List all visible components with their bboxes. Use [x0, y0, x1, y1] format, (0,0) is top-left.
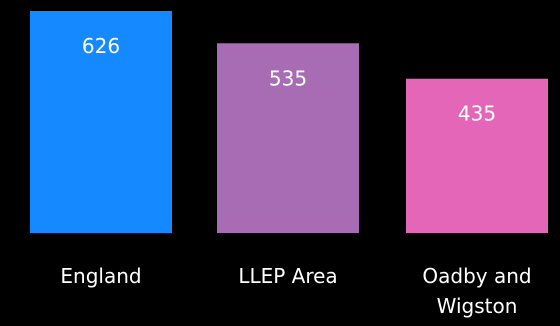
bar-1 [30, 11, 172, 233]
category-label-1: England [60, 264, 141, 288]
category-label-line: LLEP Area [238, 264, 337, 288]
category-label-line: Oadby and [422, 264, 531, 288]
bars-group [30, 11, 548, 234]
category-label-line: Wigston [437, 294, 518, 318]
bar-value-label-1: 626 [82, 34, 120, 58]
value-labels-group: 626 535 435 [82, 34, 496, 126]
bar-2 [217, 43, 359, 234]
category-label-line: England [60, 264, 141, 288]
category-labels-group: England LLEP Area Oadby and Wigston [60, 264, 531, 318]
category-label-2: LLEP Area [238, 264, 337, 288]
bar-value-label-2: 535 [269, 66, 307, 90]
category-label-3: Oadby and Wigston [422, 264, 531, 318]
bar-value-label-3: 435 [458, 102, 496, 126]
bar-3 [406, 78, 548, 233]
